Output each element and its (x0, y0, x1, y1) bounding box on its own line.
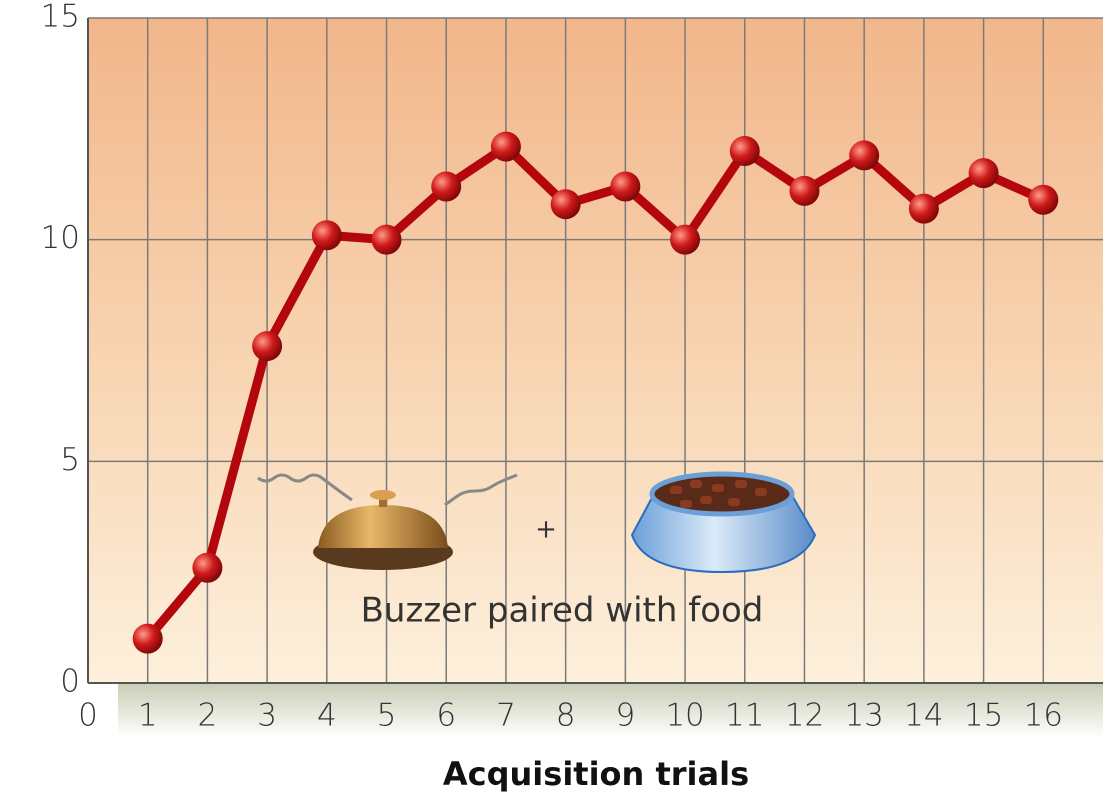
x-tick-label: 10 (665, 698, 704, 734)
data-point (730, 136, 760, 166)
y-tick-label: 10 (41, 220, 80, 256)
data-point (849, 140, 879, 170)
page: {"chart_data": {"type": "line", "x": [1,… (0, 0, 1105, 801)
data-point (133, 624, 163, 654)
data-point (789, 176, 819, 206)
x-tick-label: 15 (964, 698, 1003, 734)
x-tick-label: 13 (844, 698, 883, 734)
x-tick-label: 9 (615, 698, 635, 734)
data-point (491, 132, 521, 162)
y-tick-label: 15 (41, 0, 80, 35)
data-point (969, 158, 999, 188)
data-point (252, 331, 282, 361)
x-tick-label: 2 (198, 698, 218, 734)
data-point (1028, 185, 1058, 215)
data-point (551, 189, 581, 219)
x-tick-label: 8 (556, 698, 576, 734)
data-point (670, 225, 700, 255)
x-tick-label: 7 (496, 698, 516, 734)
annotation-plus: + (535, 515, 557, 545)
data-point (372, 225, 402, 255)
data-point (909, 194, 939, 224)
x-tick-label: 1 (138, 698, 158, 734)
x-tick-label: 4 (317, 698, 337, 734)
x-tick-label: 0 (78, 698, 98, 734)
x-axis-title: Acquisition trials (443, 755, 749, 793)
x-tick-label: 14 (904, 698, 943, 734)
data-point (312, 220, 342, 250)
data-point (431, 171, 461, 201)
y-tick-label: 0 (60, 664, 80, 700)
x-tick-label: 3 (257, 698, 277, 734)
y-tick-label: 5 (60, 442, 80, 478)
x-tick-label: 11 (725, 698, 764, 734)
data-point (192, 553, 222, 583)
x-tick-label: 6 (436, 698, 456, 734)
annotation-text: Buzzer paired with food (361, 591, 764, 631)
chart: + Buzzer paired with food Acquisition tr… (0, 0, 1105, 801)
bowl-illustration (632, 474, 815, 572)
plot-background (88, 18, 1103, 683)
data-point (610, 171, 640, 201)
x-tick-label: 16 (1024, 698, 1063, 734)
x-tick-label: 12 (785, 698, 824, 734)
x-tick-label: 5 (377, 698, 397, 734)
